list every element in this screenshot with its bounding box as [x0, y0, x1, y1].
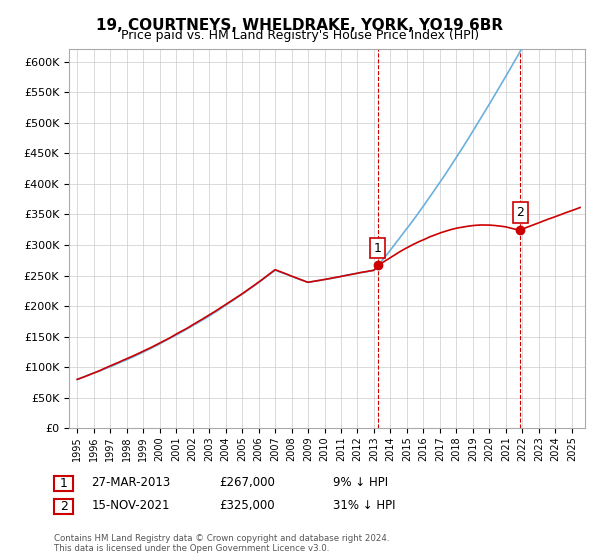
Text: Contains HM Land Registry data © Crown copyright and database right 2024.
This d: Contains HM Land Registry data © Crown c… [54, 534, 389, 553]
Text: Price paid vs. HM Land Registry's House Price Index (HPI): Price paid vs. HM Land Registry's House … [121, 29, 479, 42]
Text: 2: 2 [517, 206, 524, 219]
Text: 27-MAR-2013: 27-MAR-2013 [91, 476, 170, 489]
Text: £325,000: £325,000 [219, 499, 275, 512]
Text: 1: 1 [59, 477, 68, 490]
Text: £267,000: £267,000 [219, 476, 275, 489]
Text: 9% ↓ HPI: 9% ↓ HPI [333, 476, 388, 489]
Text: 2: 2 [59, 500, 68, 513]
Text: 1: 1 [374, 241, 382, 254]
Text: 19, COURTNEYS, WHELDRAKE, YORK, YO19 6BR: 19, COURTNEYS, WHELDRAKE, YORK, YO19 6BR [97, 18, 503, 33]
Text: 31% ↓ HPI: 31% ↓ HPI [333, 499, 395, 512]
Text: 15-NOV-2021: 15-NOV-2021 [91, 499, 170, 512]
